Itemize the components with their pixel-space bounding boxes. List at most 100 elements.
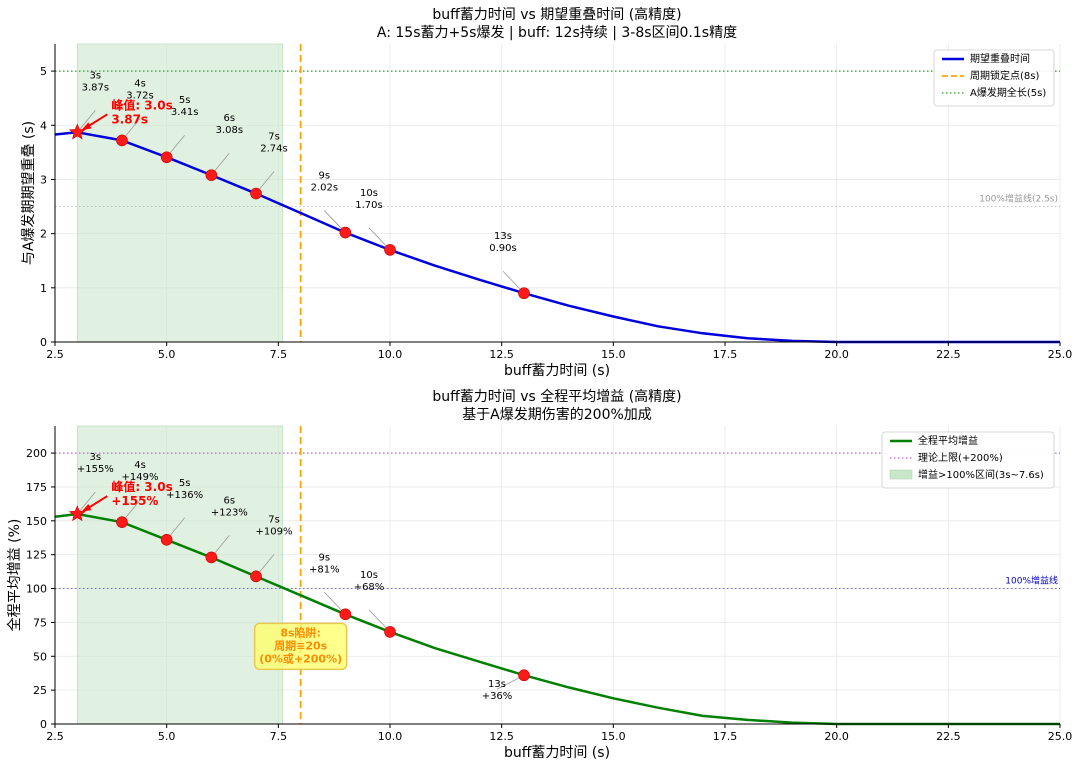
gain-trap-outcome: (0%或+200%) <box>259 651 342 665</box>
gain-point-label: 7s <box>268 514 280 525</box>
gain-legend-full-label: 理论上限(+200%) <box>918 451 1003 464</box>
gain-data-point <box>116 516 128 528</box>
gain-point-label: 13s <box>488 679 506 690</box>
gain-x-tick-label: 2.5 <box>46 730 64 743</box>
gain-panel: buff蓄力时间 vs 全程平均增益 (高精度) 基于A爆发期伤害的200%加成… <box>6 388 1072 761</box>
overlap-peak-arrowhead <box>81 122 92 131</box>
gain-x-tick-label: 10.0 <box>378 730 403 743</box>
overlap-y-tick-label: 3 <box>40 173 47 186</box>
gain-x-tick-label: 22.5 <box>936 730 961 743</box>
gain-annotation-arrow <box>77 491 96 515</box>
overlap-data-point <box>250 187 262 200</box>
overlap-point-value: 3.87s <box>82 82 109 93</box>
overlap-peak-label: 峰值: 3.0s <box>111 97 172 112</box>
overlap-point-label: 5s <box>179 95 191 106</box>
overlap-point-value: 2.74s <box>260 144 287 155</box>
gain-data-point <box>518 669 530 682</box>
gain-point-value: +123% <box>211 507 248 518</box>
overlap-x-tick-label: 7.5 <box>270 348 288 361</box>
gain-series-line <box>54 512 1060 726</box>
gain-y-tick-label: 0 <box>40 718 47 731</box>
gain-legend-span-label: 增益>100%区间(3s~7.6s) <box>918 468 1044 481</box>
gain-point-value: +36% <box>482 691 513 702</box>
overlap-point-label: 7s <box>268 132 280 143</box>
overlap-point-value: 3.08s <box>216 125 243 136</box>
overlap-point-value: 1.70s <box>355 200 382 211</box>
gain-trap-title: 8s陷阱: <box>280 625 321 639</box>
gain-x-axis-label: buff蓄力时间 (s) <box>504 745 610 761</box>
overlap-legend-full-label: A爆发期全长(5s) <box>970 86 1046 99</box>
gain-point-value: +136% <box>166 490 203 501</box>
overlap-point-value: 2.02s <box>311 183 338 194</box>
overlap-y-tick-label: 5 <box>40 65 47 78</box>
overlap-x-tick-label: 5.0 <box>158 348 176 361</box>
gain-legend-series-label: 全程平均增益 <box>918 434 978 447</box>
gain-legend <box>881 431 1055 489</box>
overlap-legend-vline-label: 周期锁定点(8s) <box>970 69 1039 82</box>
overlap-y-tick-label: 0 <box>40 336 47 349</box>
overlap-x-tick-label: 22.5 <box>936 348 961 361</box>
overlap-data-point <box>205 169 218 181</box>
overlap-subtitle: A: 15s蓄力+5s爆发 | buff: 12s持续 | 3-8s区间0.1s… <box>377 24 737 41</box>
overlap-series-line <box>54 131 1060 344</box>
gain-data-point <box>250 570 262 583</box>
overlap-peak-value: 3.87s <box>111 112 148 126</box>
overlap-data-point <box>160 151 173 164</box>
gain-data-point <box>160 533 173 546</box>
gain-peak-arrowhead <box>81 504 92 513</box>
overlap-data-point <box>384 244 396 256</box>
gain-y-tick-label: 175 <box>26 481 47 494</box>
gain-point-label: 9s <box>319 552 331 563</box>
gain-point-label: 10s <box>360 570 378 581</box>
overlap-ref-label: 100%增益线(2.5s) <box>979 193 1058 205</box>
overlap-point-label: 13s <box>494 231 512 242</box>
overlap-point-value: 3.41s <box>171 107 198 118</box>
gain-x-tick-label: 20.0 <box>824 730 849 743</box>
gain-y-tick-label: 200 <box>26 447 47 460</box>
overlap-point-label: 3s <box>90 70 102 81</box>
gain-data-point <box>384 626 396 638</box>
gain-point-value: +68% <box>354 582 385 593</box>
gain-y-tick-label: 50 <box>33 650 47 663</box>
gain-point-value: +81% <box>309 564 340 575</box>
gain-legend-swatch-span <box>889 469 913 480</box>
gain-y-tick-label: 100 <box>26 583 47 596</box>
gain-point-label: 4s <box>134 460 146 471</box>
overlap-y-tick-label: 2 <box>40 228 47 241</box>
gain-point-value: +155% <box>77 464 114 475</box>
overlap-y-axis-label: 与A爆发期期望重叠 (s) <box>21 121 37 265</box>
gain-data-point <box>205 551 218 564</box>
overlap-data-point <box>339 226 352 239</box>
gain-trap-box <box>253 622 348 671</box>
overlap-title: buff蓄力时间 vs 期望重叠时间 (高精度) <box>432 6 681 23</box>
overlap-x-tick-label: 20.0 <box>824 348 849 361</box>
overlap-y-tick-label: 4 <box>40 119 47 132</box>
gain-x-tick-label: 7.5 <box>270 730 288 743</box>
gain-peak-label: 峰值: 3.0s <box>111 479 172 494</box>
gain-subtitle: 基于A爆发期伤害的200%加成 <box>462 406 652 423</box>
gain-data-point <box>339 608 352 621</box>
gain-x-tick-label: 15.0 <box>601 730 626 743</box>
gain-x-tick-label: 12.5 <box>489 730 514 743</box>
gain-point-value: +109% <box>256 526 293 537</box>
overlap-point-value: 0.90s <box>489 243 516 254</box>
gain-y-tick-label: 25 <box>33 684 47 697</box>
overlap-panel: buff蓄力时间 vs 期望重叠时间 (高精度) A: 15s蓄力+5s爆发 |… <box>21 6 1072 379</box>
overlap-x-tick-label: 2.5 <box>46 348 64 361</box>
gain-x-tick-label: 25.0 <box>1048 730 1073 743</box>
gain-y-axis-label: 全程平均增益 (%) <box>6 519 23 632</box>
overlap-point-value: 3.72s <box>126 90 153 101</box>
overlap-y-tick-label: 1 <box>40 282 47 295</box>
overlap-data-point <box>116 134 128 147</box>
gain-point-value: +149% <box>122 472 159 483</box>
gain-ref-label: 100%增益线 <box>1005 575 1058 587</box>
overlap-x-tick-label: 17.5 <box>713 348 738 361</box>
gain-y-tick-label: 150 <box>26 515 47 528</box>
gain-trap-cycle: 周期≡20s <box>274 638 328 652</box>
overlap-annotation-arrow <box>77 110 96 133</box>
overlap-point-label: 4s <box>134 78 146 89</box>
gain-shaded-span <box>77 425 284 725</box>
overlap-point-label: 6s <box>224 113 236 124</box>
gain-point-label: 3s <box>90 452 102 463</box>
